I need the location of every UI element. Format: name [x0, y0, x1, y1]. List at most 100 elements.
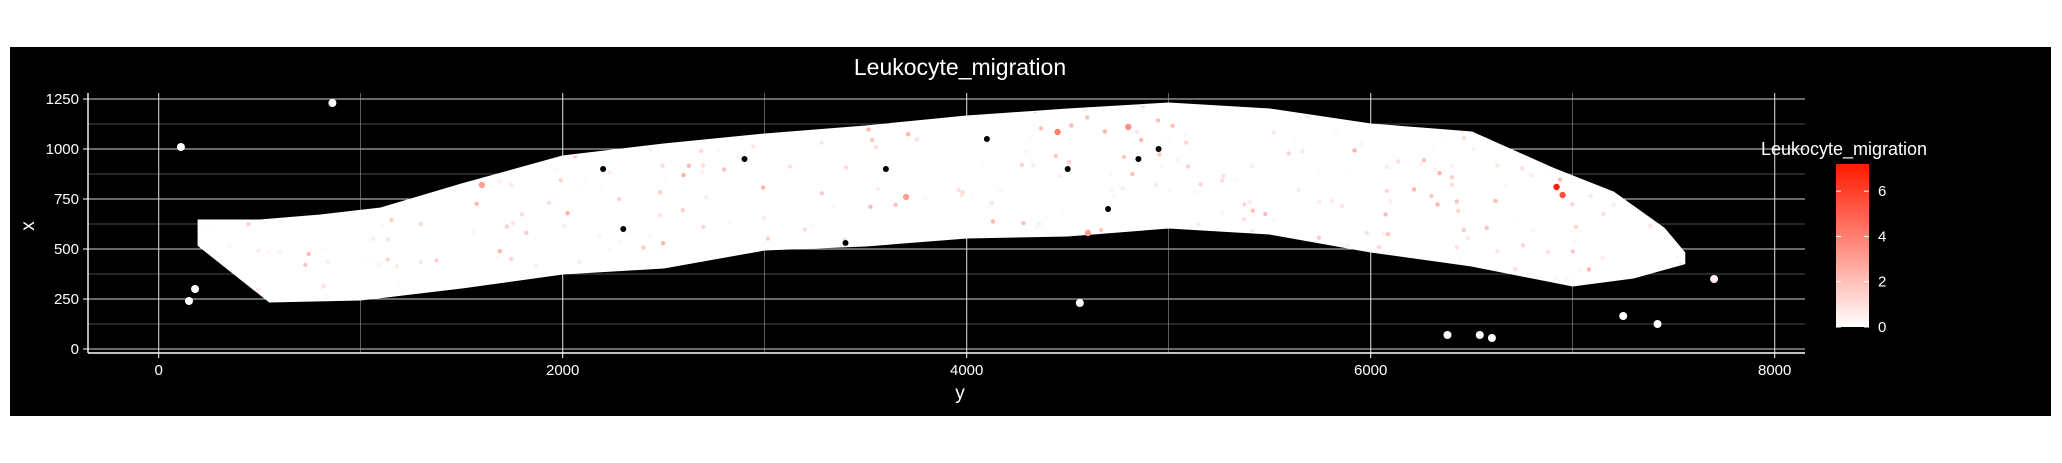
spot-point [1562, 119, 1568, 125]
spot-point [1247, 199, 1253, 205]
spot-point [658, 213, 663, 218]
spot-point [1358, 165, 1363, 170]
spot-point [428, 202, 433, 207]
tissue-gap [620, 226, 627, 232]
spot-point [1513, 267, 1518, 272]
spot-point [1454, 199, 1460, 204]
spot-point [1277, 125, 1282, 130]
spot-point [446, 262, 451, 267]
spot-point [812, 116, 817, 121]
spot-point [660, 240, 666, 246]
spot-point [187, 113, 191, 117]
spot-point [700, 163, 706, 168]
spot-point [365, 258, 370, 263]
spot-point [502, 155, 507, 160]
spot-point [1461, 227, 1467, 233]
spot-point [1678, 302, 1682, 306]
spot-point [641, 245, 646, 250]
spot-point [1540, 112, 1545, 118]
spot-point-outlier [191, 285, 200, 293]
spot-point [308, 98, 312, 102]
spot-point [1010, 266, 1016, 271]
spot-point [906, 132, 911, 137]
spot-point [980, 246, 985, 251]
spot-point [581, 202, 586, 207]
spot-point [281, 118, 286, 123]
spot-point [1465, 235, 1470, 241]
spot-point [256, 248, 261, 254]
spot-point [239, 191, 244, 196]
spot-point [1150, 150, 1155, 156]
y-tick-label: 1250 [46, 91, 79, 108]
spot-point [1110, 269, 1115, 275]
spot-point [1361, 174, 1366, 180]
spot-point [1057, 173, 1062, 179]
spot-point [203, 254, 208, 260]
spot-point [1610, 115, 1616, 121]
spot-point [1715, 264, 1719, 268]
spot-point [1223, 154, 1228, 160]
spot-point [703, 274, 708, 280]
spot-point [1170, 123, 1175, 128]
x-tick-label: 0 [155, 362, 163, 379]
spot-point [199, 260, 203, 266]
spot-point [805, 302, 809, 306]
spot-point [1053, 250, 1058, 256]
spot-point [699, 148, 704, 154]
spot-point [1287, 160, 1293, 165]
spot-point [1382, 231, 1387, 236]
spot-point [849, 289, 854, 295]
spot-point [809, 224, 814, 229]
spot-point [394, 264, 400, 269]
spot-point [990, 219, 996, 224]
spot-point [900, 243, 905, 248]
spot-point [1523, 129, 1529, 135]
spot-point [268, 246, 274, 251]
spot-point [1192, 190, 1197, 195]
spot-point [1084, 115, 1090, 120]
spot-point [647, 234, 653, 239]
chart-title: Leukocyte_migration [854, 54, 1066, 80]
spot-point [868, 204, 873, 209]
spot-point [686, 163, 692, 168]
spot-point-outlier [1710, 275, 1719, 283]
spot-point [607, 170, 612, 175]
spot-point [292, 130, 297, 135]
spot-point [373, 153, 378, 159]
spot-point [1724, 113, 1728, 117]
spot-point [1442, 291, 1447, 296]
spot-point [1710, 157, 1714, 161]
spot-point [232, 181, 237, 186]
spot-point [1648, 223, 1653, 228]
spot-point [533, 262, 538, 268]
spot-point [1203, 262, 1208, 267]
spot-point [1657, 129, 1662, 134]
tissue-gap [1105, 206, 1112, 212]
spot-point [574, 126, 579, 132]
spot-point [1566, 189, 1571, 194]
x-tick-label: 8000 [1758, 362, 1791, 379]
spot-point [819, 191, 824, 196]
spot-point [825, 104, 830, 105]
spot-point [751, 144, 756, 149]
spot-point [701, 224, 706, 229]
spot-point [1435, 202, 1440, 207]
spot-point [318, 172, 323, 178]
spot-point [452, 106, 458, 111]
spot-point [1530, 228, 1536, 233]
spot-point [1174, 157, 1180, 162]
spot-point [549, 116, 554, 121]
spot-point [209, 189, 214, 194]
spot-point [354, 185, 359, 190]
spot-point [1011, 285, 1016, 290]
spot-point [988, 174, 994, 180]
spot-point [1379, 290, 1384, 296]
spot-point [1150, 292, 1156, 298]
spot-point-outlier [1443, 331, 1452, 339]
spot-point [1461, 136, 1467, 141]
spot-point [510, 220, 515, 226]
spot-point [1052, 289, 1057, 295]
spot-point [1056, 277, 1062, 282]
spot-point [266, 250, 271, 255]
spot-point [963, 158, 968, 163]
